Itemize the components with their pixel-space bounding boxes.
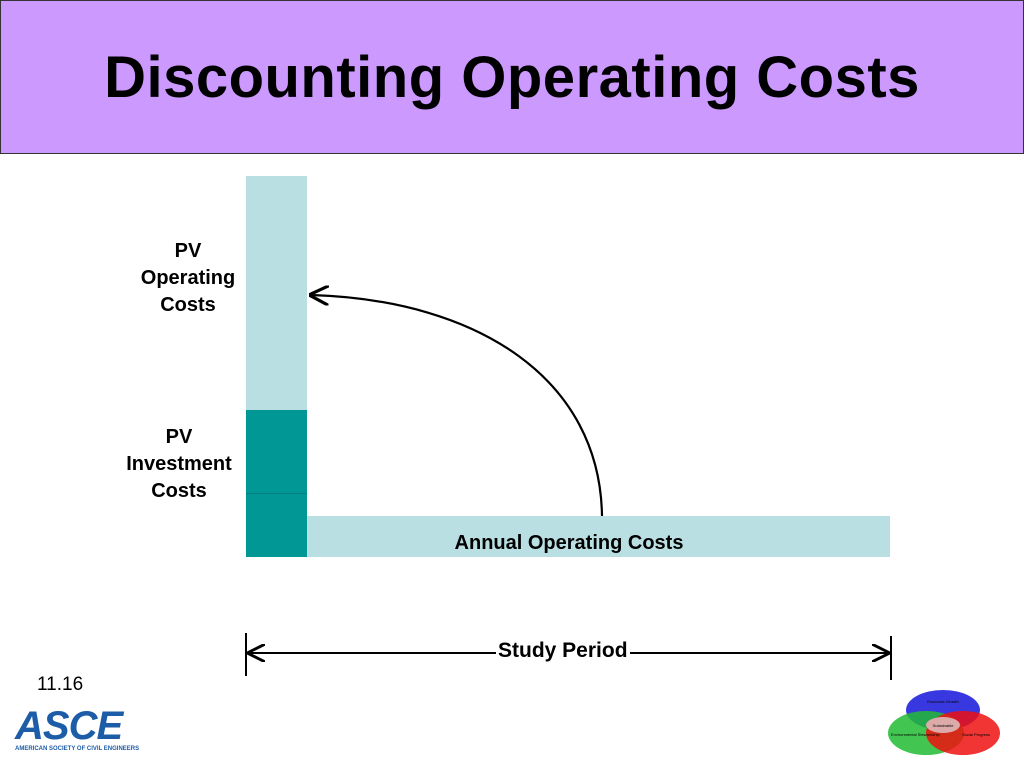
pv-investment-costs-bar (246, 410, 307, 557)
label-line: Costs (151, 480, 207, 502)
venn-left-text: Environmental Stewardship (891, 732, 940, 737)
label-line: PV (165, 426, 193, 448)
pv-operating-costs-label: PV Operating Costs (128, 238, 248, 319)
asce-logo-text: ASCE (15, 704, 123, 748)
venn-right-text: Social Progress (962, 732, 990, 737)
pv-operating-costs-bar (246, 176, 307, 410)
label-line: Operating (140, 267, 236, 289)
asce-logo-subtitle: AMERICAN SOCIETY OF CIVIL ENGINEERS (15, 746, 140, 752)
venn-center (926, 717, 960, 733)
annual-operating-costs-label: Annual Operating Costs (454, 532, 684, 554)
investment-bar-divider (246, 493, 307, 494)
annual-operating-costs-bar (307, 516, 890, 557)
venn-center-text: Sustainable (933, 723, 955, 728)
slide-title: Discounting Operating Costs (104, 44, 920, 110)
study-period-label: Study Period (496, 639, 630, 663)
venn-top-text: Economic Growth (927, 699, 959, 704)
label-line: Investment (126, 453, 232, 475)
asce-logo: ASCE AMERICAN SOCIETY OF CIVIL ENGINEERS (15, 704, 140, 752)
sustainability-venn-icon: Economic Growth Environmental Stewardshi… (888, 690, 1000, 755)
pv-investment-costs-label: PV Investment Costs (114, 424, 244, 505)
label-line: Costs (160, 294, 216, 316)
slide-number: 11.16 (37, 674, 84, 695)
discount-curve-arrow (311, 295, 604, 517)
title-bar: Discounting Operating Costs (0, 0, 1024, 154)
label-line: PV (174, 240, 202, 262)
